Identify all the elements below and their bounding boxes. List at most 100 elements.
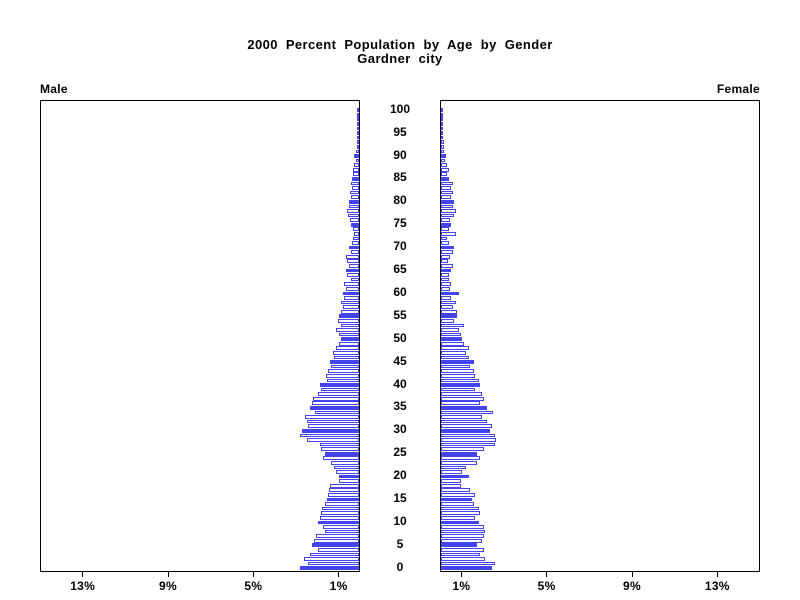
male-bar-age-70 bbox=[349, 245, 359, 250]
male-bar-age-39 bbox=[321, 387, 359, 392]
male-tick-1 bbox=[338, 572, 340, 577]
male-bar-age-21 bbox=[336, 470, 359, 474]
male-bar-age-66 bbox=[349, 264, 359, 268]
male-bar-age-43 bbox=[327, 369, 359, 374]
male-bar-age-62 bbox=[344, 282, 359, 287]
male-tick-5 bbox=[252, 572, 254, 577]
age-tick-label-0: 0 bbox=[396, 559, 404, 574]
male-bar-age-27 bbox=[319, 442, 359, 447]
male-bar-age-65 bbox=[346, 268, 359, 273]
female-panel bbox=[440, 100, 760, 572]
female-bar-age-6 bbox=[441, 538, 482, 543]
female-bar-age-14 bbox=[441, 502, 474, 506]
female-bar-age-16 bbox=[441, 493, 476, 497]
female-bar-age-50 bbox=[441, 337, 463, 341]
male-bar-age-57 bbox=[342, 305, 359, 309]
male-bar-age-71 bbox=[352, 241, 359, 245]
female-bar-age-23 bbox=[441, 460, 478, 465]
female-bar-age-80 bbox=[441, 199, 454, 204]
female-bar-age-100 bbox=[441, 108, 443, 112]
female-bar-age-34 bbox=[441, 410, 494, 415]
male-bar-age-0 bbox=[300, 566, 359, 570]
female-bar-age-85 bbox=[441, 177, 450, 181]
male-bar-age-1 bbox=[308, 561, 359, 566]
male-bar-age-100 bbox=[357, 108, 359, 112]
female-bar-age-62 bbox=[441, 282, 451, 287]
male-bar-age-11 bbox=[319, 515, 359, 520]
male-bar-age-86 bbox=[353, 172, 359, 177]
female-bar-age-89 bbox=[441, 158, 445, 163]
female-bar-age-41 bbox=[441, 378, 479, 383]
male-bar-age-23 bbox=[331, 460, 359, 465]
female-bar-age-54 bbox=[441, 319, 454, 323]
female-tick-label-9: 9% bbox=[623, 579, 641, 593]
female-bar-age-94 bbox=[441, 135, 443, 140]
male-bar-age-19 bbox=[339, 479, 359, 483]
female-bar-age-4 bbox=[441, 548, 484, 552]
male-bar-age-49 bbox=[339, 341, 359, 346]
male-bar-age-8 bbox=[324, 529, 359, 534]
male-bar-age-15 bbox=[327, 497, 359, 502]
male-bar-age-82 bbox=[350, 190, 359, 195]
age-tick-label-30: 30 bbox=[393, 422, 407, 437]
male-bar-age-32 bbox=[306, 419, 359, 424]
male-bar-age-6 bbox=[313, 538, 359, 543]
male-bar-age-76 bbox=[350, 218, 359, 222]
female-bar-age-37 bbox=[441, 396, 484, 401]
female-bar-age-72 bbox=[441, 236, 447, 241]
male-bar-age-2 bbox=[303, 557, 359, 561]
female-bar-age-1 bbox=[441, 561, 495, 566]
female-bar-age-42 bbox=[441, 373, 476, 378]
female-bar-age-93 bbox=[441, 140, 444, 145]
male-bar-age-89 bbox=[356, 158, 359, 163]
female-bar-age-38 bbox=[441, 392, 482, 396]
male-bar-age-16 bbox=[327, 493, 359, 497]
female-bar-age-64 bbox=[441, 273, 450, 277]
male-bar-age-3 bbox=[309, 552, 359, 557]
female-bar-age-73 bbox=[441, 231, 456, 236]
female-bar-age-78 bbox=[441, 209, 456, 213]
female-bar-age-0 bbox=[441, 566, 493, 570]
female-bar-age-75 bbox=[441, 222, 451, 227]
female-tick-5 bbox=[546, 572, 548, 577]
age-tick-label-20: 20 bbox=[393, 468, 407, 483]
female-tick-9 bbox=[631, 572, 633, 577]
male-bar-age-99 bbox=[357, 112, 359, 117]
chart-title: 2000 Percent Population by Age by Gender… bbox=[0, 38, 800, 66]
male-bar-age-37 bbox=[313, 396, 359, 401]
female-percent-axis: 1% 5% 9% 13% bbox=[440, 572, 760, 598]
female-bar-age-22 bbox=[441, 465, 466, 470]
female-bar-age-17 bbox=[441, 488, 471, 493]
female-bar-age-70 bbox=[441, 245, 454, 250]
male-bar-age-30 bbox=[301, 428, 359, 433]
male-bar-age-67 bbox=[347, 259, 359, 264]
male-bar-age-33 bbox=[305, 415, 359, 419]
female-bar-age-49 bbox=[441, 341, 464, 346]
male-bar-age-47 bbox=[332, 351, 359, 355]
male-bar-age-14 bbox=[324, 502, 359, 506]
female-bar-age-95 bbox=[441, 131, 443, 135]
male-bar-age-77 bbox=[348, 213, 359, 218]
male-bar-age-29 bbox=[300, 433, 359, 438]
female-bar-age-43 bbox=[441, 369, 474, 374]
female-bar-age-97 bbox=[441, 122, 443, 126]
male-bar-age-38 bbox=[318, 392, 359, 396]
female-bar-age-98 bbox=[441, 117, 443, 122]
male-bar-age-85 bbox=[352, 177, 359, 181]
male-percent-axis: 1% 5% 9% 13% bbox=[40, 572, 360, 598]
female-bar-age-59 bbox=[441, 296, 451, 300]
age-tick-label-50: 50 bbox=[393, 330, 407, 345]
male-bar-age-95 bbox=[357, 131, 359, 135]
female-bar-age-3 bbox=[441, 552, 481, 557]
age-tick-label-70: 70 bbox=[393, 239, 407, 254]
female-bar-age-21 bbox=[441, 470, 463, 474]
age-tick-label-55: 55 bbox=[393, 307, 407, 322]
age-tick-label-40: 40 bbox=[393, 376, 407, 391]
female-bar-age-9 bbox=[441, 525, 484, 529]
female-axis-label: Female bbox=[716, 82, 760, 96]
female-bar-age-76 bbox=[441, 218, 451, 222]
female-bar-age-92 bbox=[441, 144, 444, 149]
female-bar-age-91 bbox=[441, 149, 444, 154]
male-bar-age-74 bbox=[352, 227, 359, 232]
female-bar-age-86 bbox=[441, 172, 448, 177]
